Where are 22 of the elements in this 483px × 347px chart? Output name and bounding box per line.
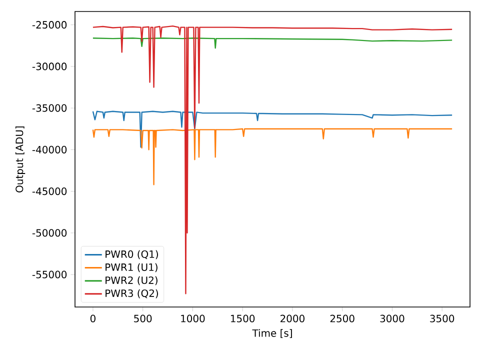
y-tick-label: -30000: [32, 62, 67, 70]
line-series: [92, 38, 453, 49]
x-tick-label: 3500: [430, 314, 454, 322]
y-tick-label: -35000: [32, 104, 67, 112]
x-axis-title: Time [s]: [252, 329, 292, 338]
y-tick-label: -50000: [32, 229, 67, 237]
x-tick-label: 0: [90, 314, 96, 322]
legend-label: PWR1 (U1): [106, 263, 158, 272]
y-tick-label: -45000: [32, 188, 67, 196]
x-tick-label: 2000: [280, 314, 304, 322]
y-axis-title: Output [ADU]: [15, 126, 26, 192]
y-tick-label: -55000: [32, 270, 67, 278]
x-tick-label: 1500: [231, 314, 255, 322]
legend-label: PWR2 (U2): [106, 276, 158, 286]
x-tick-label: 3000: [380, 314, 404, 322]
x-tick-label: 1000: [181, 314, 205, 322]
y-tick-label: -25000: [32, 21, 67, 29]
x-tick-label: 500: [134, 314, 152, 322]
legend-label: PWR3 (Q2): [106, 289, 158, 298]
legend-label: PWR0 (Q1): [106, 250, 158, 260]
y-tick-label: -40000: [32, 146, 67, 154]
x-tick-label: 2500: [330, 314, 354, 322]
